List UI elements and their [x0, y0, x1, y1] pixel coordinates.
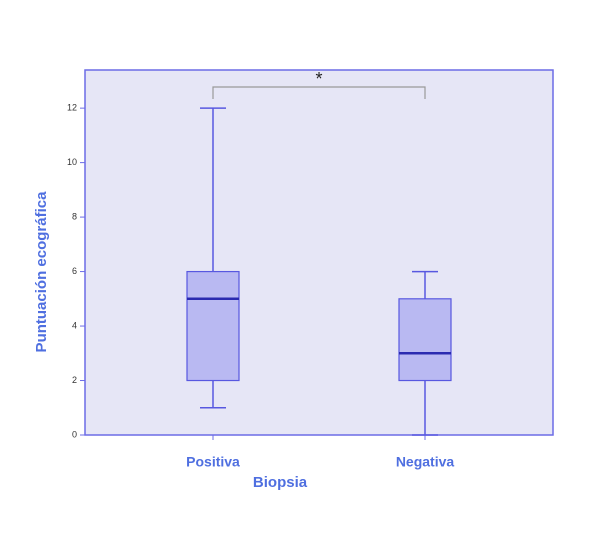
y-tick-label: 2 — [72, 375, 77, 385]
box — [398, 298, 452, 382]
x-tick-label: Positiva — [186, 454, 240, 470]
y-tick-label: 12 — [67, 103, 77, 113]
box — [186, 270, 240, 382]
significance-bracket — [212, 86, 426, 99]
y-tick-label: 0 — [72, 429, 77, 439]
y-tick-label: 6 — [72, 266, 77, 276]
y-axis-label: Puntuación ecográfica — [33, 191, 50, 353]
y-tick-label: 4 — [72, 320, 77, 330]
y-tick-label: 8 — [72, 211, 77, 221]
x-tick-label: Negativa — [396, 454, 455, 470]
x-axis-label: Biopsia — [253, 474, 308, 491]
plot-area — [84, 69, 554, 436]
significance-label: * — [315, 69, 322, 89]
y-tick-label: 10 — [67, 157, 77, 167]
